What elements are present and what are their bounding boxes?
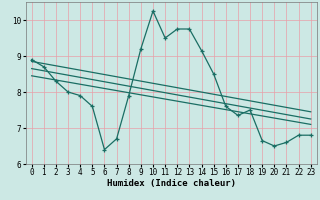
X-axis label: Humidex (Indice chaleur): Humidex (Indice chaleur) <box>107 179 236 188</box>
